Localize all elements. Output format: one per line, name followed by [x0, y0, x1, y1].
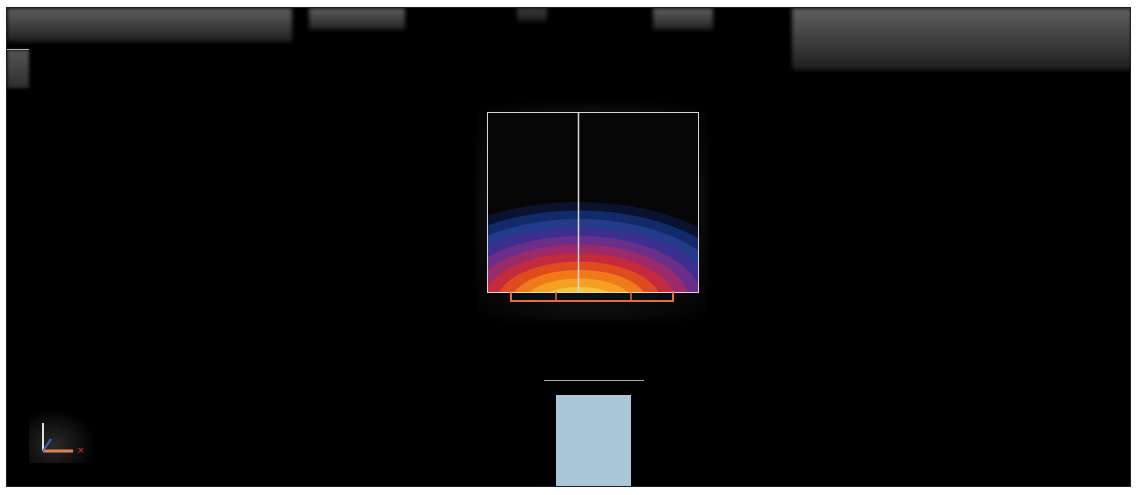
contour-bands: [487, 202, 699, 293]
horizontal-divider: [544, 380, 644, 381]
support-bracket: [510, 291, 674, 302]
contour-plot: [487, 112, 699, 293]
contour-plot-viewport[interactable]: [487, 112, 699, 293]
x-axis-glyph: ×: [77, 446, 85, 456]
toolbar-center-1[interactable]: [309, 8, 405, 30]
color-swatch[interactable]: [556, 395, 631, 486]
toolbar-left[interactable]: [7, 8, 292, 42]
model-outline: [487, 112, 699, 293]
toolbar-right[interactable]: [792, 8, 1130, 70]
application-window: ×: [6, 7, 1131, 487]
left-panel-separator: [7, 49, 29, 50]
toolbar-center-3[interactable]: [653, 8, 713, 30]
toolbar-center-2[interactable]: [517, 8, 547, 22]
y-axis: [42, 438, 52, 452]
left-panel-tab[interactable]: [7, 50, 29, 88]
axis-triad-icon: ×: [29, 403, 99, 463]
